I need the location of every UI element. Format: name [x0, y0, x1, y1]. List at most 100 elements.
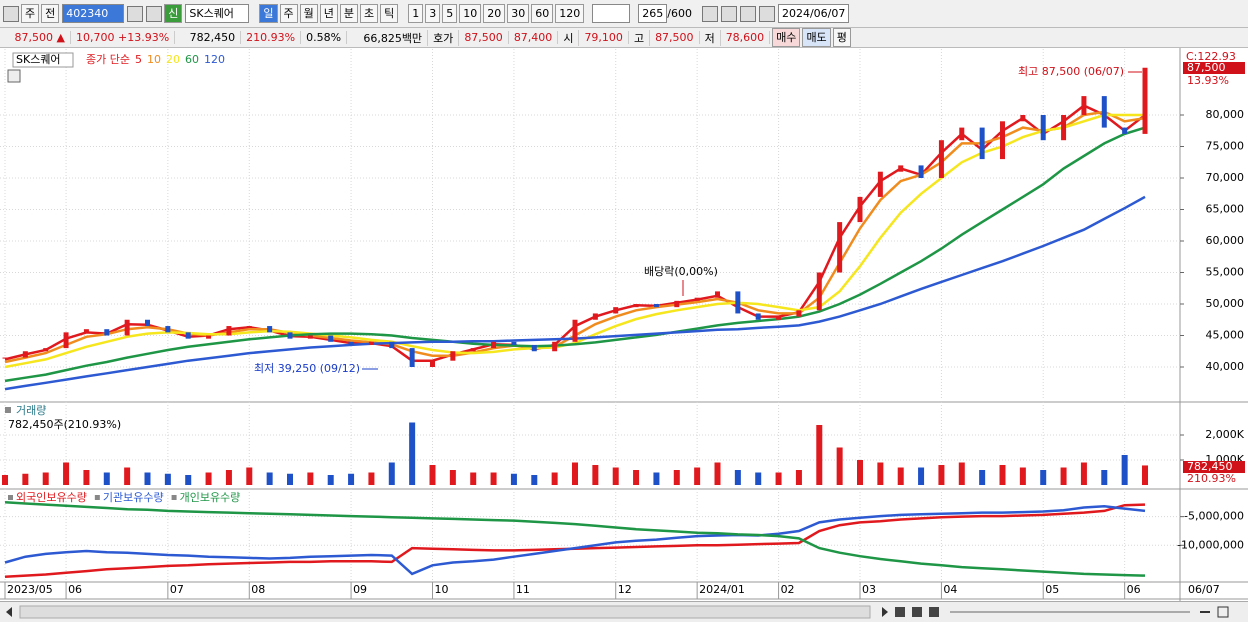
market[interactable]: 주 — [21, 4, 40, 23]
bid: 87,400 — [509, 31, 559, 44]
buy[interactable]: 매수 — [772, 28, 801, 47]
icon[interactable] — [3, 5, 19, 22]
c-label: C:122.93 — [1186, 50, 1236, 63]
volume-bar — [653, 472, 660, 485]
x-tick-label: 2023/05 — [7, 583, 53, 596]
sound[interactable] — [146, 5, 163, 22]
open-label: 시 — [558, 29, 580, 46]
scroll-left[interactable] — [6, 607, 12, 617]
candle — [877, 171, 883, 197]
interval-button[interactable]: 60 — [531, 4, 554, 23]
legend-entry: 5 — [135, 53, 142, 66]
volume-bar — [999, 465, 1006, 485]
chart: 2023/05 06 07 08 09 10 11 12 2024/01 02 03 04 05 06 06… — [0, 48, 1248, 601]
candle — [430, 360, 435, 367]
candle — [715, 291, 720, 298]
badge: 신 — [164, 4, 183, 23]
candle — [572, 319, 578, 342]
zoom-in[interactable] — [1217, 606, 1229, 618]
volume: 782,450 — [175, 31, 242, 44]
candle — [1142, 67, 1148, 134]
candle — [83, 329, 89, 333]
period-button[interactable]: 주 — [279, 4, 298, 23]
candle — [389, 341, 395, 349]
scroll-right[interactable] — [882, 607, 888, 617]
legend-entry: 개인보유수량 — [180, 491, 241, 504]
y-tick-label: 80,000 — [1206, 108, 1245, 121]
period-button[interactable]: 틱 — [380, 4, 399, 23]
x-tick-label: 06 — [68, 583, 82, 596]
period-button[interactable]: 분 — [339, 4, 358, 23]
candle — [63, 332, 69, 349]
candle — [185, 332, 191, 339]
candle — [145, 319, 150, 327]
volume-subtitle: 782,450주(210.93%) — [8, 418, 121, 431]
intervals: 1 3 5 10 20 30 60 120 — [406, 4, 585, 23]
candle — [104, 329, 110, 336]
volume-bar — [877, 462, 884, 485]
interval-button[interactable]: 1 — [408, 4, 424, 23]
series-line — [4, 505, 1146, 576]
candle — [531, 344, 537, 352]
volume-bar — [409, 422, 416, 485]
interval-button[interactable]: 10 — [459, 4, 482, 23]
y-tick-label: 60,000 — [1206, 234, 1245, 247]
count[interactable]: 265 — [638, 4, 668, 23]
interval-button[interactable]: 20 — [483, 4, 506, 23]
interval-button[interactable]: 3 — [425, 4, 441, 23]
y-tick-label: 70,000 — [1206, 171, 1245, 184]
interval-button[interactable]: 120 — [555, 4, 585, 23]
last-box — [1183, 461, 1245, 473]
candle — [755, 313, 761, 320]
candle — [959, 127, 965, 141]
tool[interactable] — [739, 5, 756, 22]
legend-swatch — [171, 495, 177, 500]
avg[interactable]: 평 — [832, 28, 851, 47]
period-button[interactable]: 월 — [299, 4, 318, 23]
candle — [409, 348, 415, 367]
volume-bar — [63, 462, 70, 485]
period-button[interactable]: 일 — [259, 4, 278, 23]
period-button[interactable]: 년 — [319, 4, 338, 23]
candle — [918, 165, 924, 178]
volume-bar — [1121, 455, 1128, 485]
code[interactable]: 402340 — [62, 4, 125, 23]
interval-button[interactable]: 30 — [507, 4, 530, 23]
btn[interactable] — [912, 607, 922, 617]
zoom-out[interactable] — [1200, 611, 1210, 613]
volume-bar — [958, 462, 965, 485]
btn[interactable] — [895, 607, 905, 617]
volume-bar — [714, 462, 721, 485]
candle — [837, 222, 843, 273]
search[interactable] — [127, 5, 144, 22]
interval-button[interactable]: 5 — [442, 4, 458, 23]
candle — [511, 341, 517, 345]
y-tick-label: -10,000,000 — [1177, 538, 1244, 551]
tool[interactable] — [701, 5, 718, 22]
volume-bar — [1040, 470, 1047, 485]
sell[interactable]: 매도 — [802, 28, 831, 47]
candle — [1101, 96, 1107, 128]
legend-prefix: 종가 단순 — [86, 53, 130, 66]
turnover: 0.58% — [301, 31, 348, 44]
date[interactable]: 2024/06/07 — [777, 4, 850, 23]
title-box — [12, 52, 74, 68]
candle — [246, 326, 252, 328]
volume-bar — [490, 472, 497, 485]
blank[interactable] — [592, 4, 631, 23]
tool[interactable] — [720, 5, 737, 22]
tool[interactable] — [758, 5, 775, 22]
period-button[interactable]: 초 — [360, 4, 379, 23]
candle — [307, 335, 313, 339]
table-icon[interactable] — [7, 69, 21, 83]
y-tick-label: -5,000,000 — [1184, 510, 1244, 523]
change-label: 210.93% — [1187, 472, 1236, 485]
prev[interactable]: 전 — [41, 4, 60, 23]
volume-bar — [612, 467, 619, 485]
candle — [613, 307, 619, 314]
btn[interactable] — [929, 607, 939, 617]
candle — [1000, 121, 1005, 160]
scroll-track[interactable] — [19, 605, 871, 619]
volume-bar — [164, 473, 171, 485]
volume-bar — [327, 475, 334, 485]
